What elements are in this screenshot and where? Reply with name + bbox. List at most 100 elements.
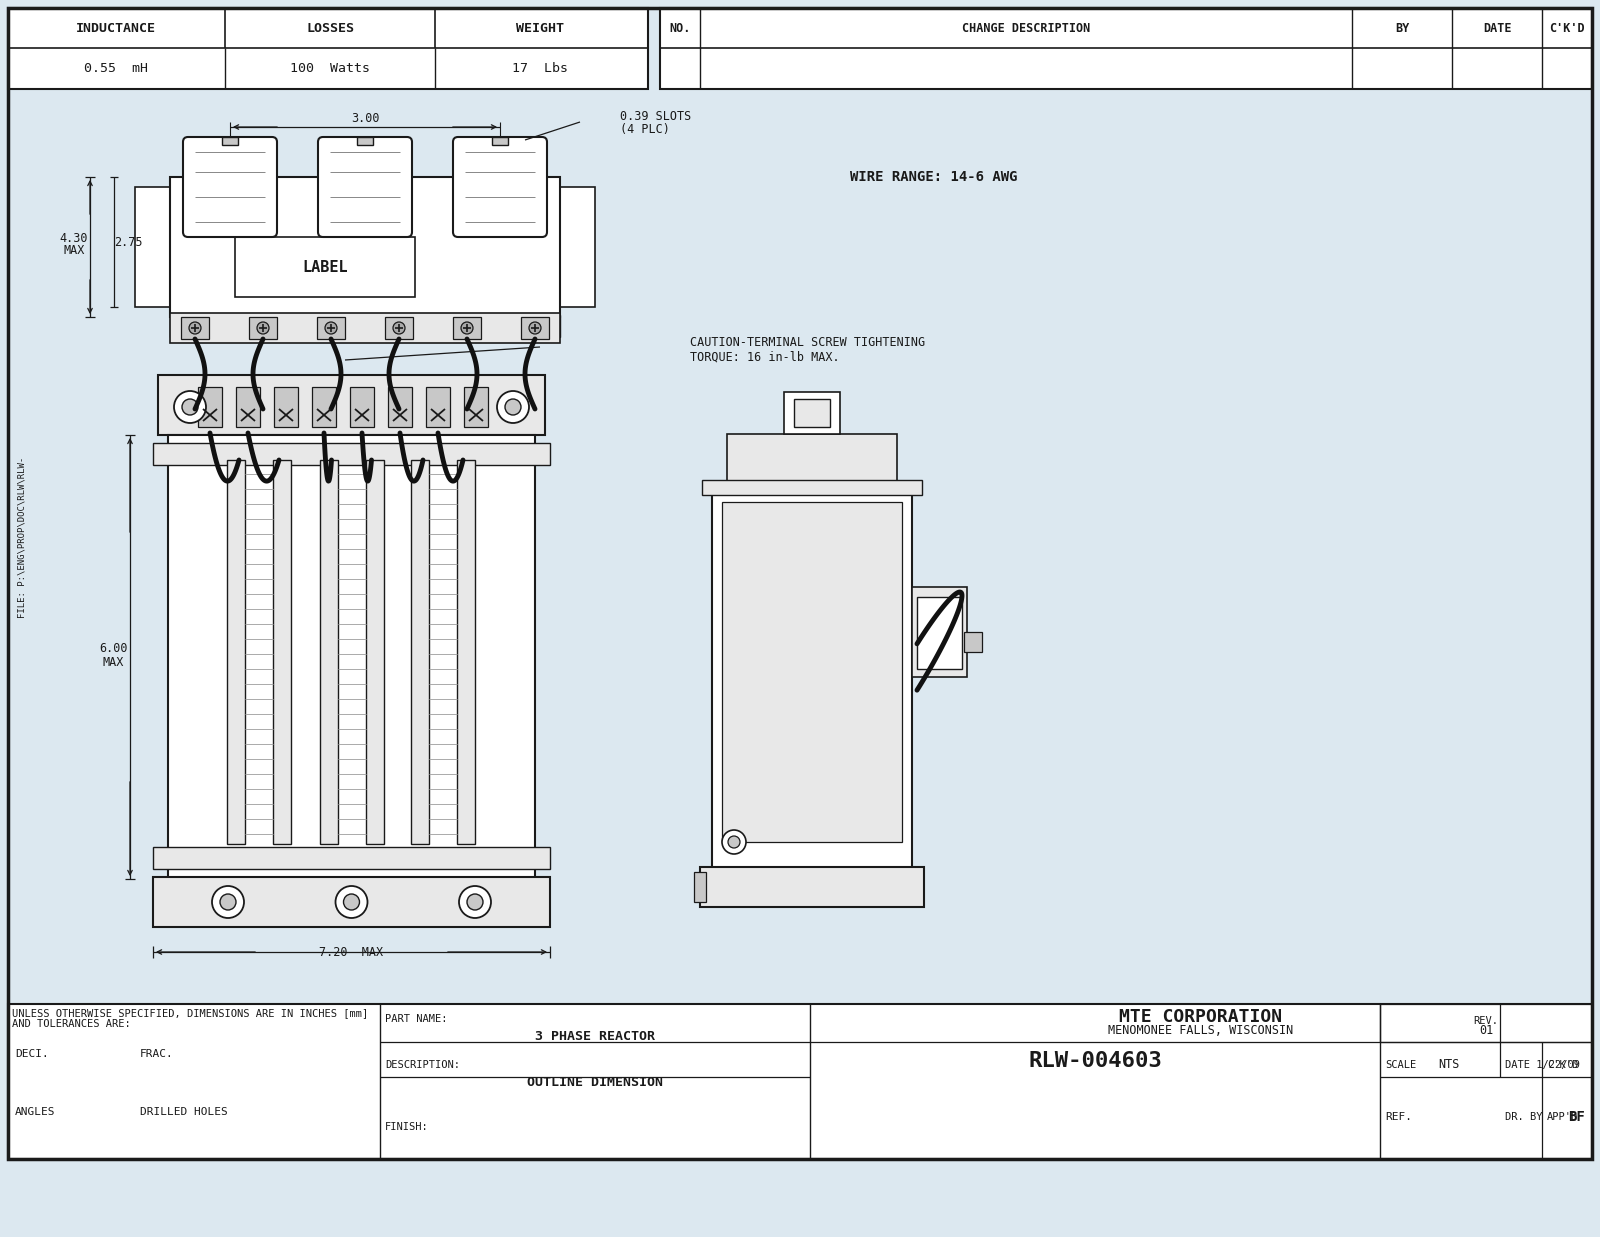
Text: ANGLES: ANGLES [14, 1107, 56, 1117]
Bar [320, 460, 338, 844]
Text: DR. BY: DR. BY [1506, 1112, 1542, 1122]
Bar [170, 313, 560, 343]
Circle shape [467, 894, 483, 910]
FancyBboxPatch shape [182, 137, 277, 238]
Bar [350, 387, 374, 427]
Bar [522, 317, 549, 339]
Circle shape [394, 322, 405, 334]
Bar [458, 460, 475, 844]
Bar [963, 632, 982, 652]
Bar [170, 315, 560, 336]
Bar [453, 317, 482, 339]
Text: 3 PHASE REACTOR: 3 PHASE REACTOR [534, 1030, 654, 1044]
Text: FINISH:: FINISH: [386, 1122, 429, 1132]
Text: SCALE: SCALE [1386, 1060, 1416, 1070]
Bar [386, 317, 413, 339]
Text: 01: 01 [1478, 1023, 1493, 1037]
Bar [493, 137, 509, 145]
FancyBboxPatch shape [453, 137, 547, 238]
Text: 2.75: 2.75 [114, 235, 142, 249]
Text: MAX: MAX [64, 245, 85, 257]
Text: OUTLINE DIMENSION: OUTLINE DIMENSION [526, 1075, 662, 1089]
Text: C'K'D: C'K'D [1547, 1060, 1578, 1070]
Circle shape [258, 322, 269, 334]
Circle shape [728, 836, 739, 849]
Text: 4.30: 4.30 [59, 233, 88, 245]
Bar [702, 480, 922, 495]
Text: TORQUE: 16 in-lb MAX.: TORQUE: 16 in-lb MAX. [690, 350, 840, 364]
Circle shape [530, 322, 541, 334]
Text: FILE: P:\ENG\PROP\DOC\RLW\RLW-: FILE: P:\ENG\PROP\DOC\RLW\RLW- [18, 456, 27, 617]
Text: DATE: DATE [1483, 21, 1512, 35]
Text: DESCRIPTION:: DESCRIPTION: [386, 1060, 461, 1070]
Bar [198, 387, 222, 427]
Bar [357, 137, 373, 145]
Circle shape [211, 886, 243, 918]
Bar [694, 872, 706, 902]
Text: NTS: NTS [1438, 1059, 1459, 1071]
Text: NO.: NO. [669, 21, 691, 35]
Bar [917, 597, 962, 669]
Bar [464, 387, 488, 427]
Bar [274, 387, 298, 427]
Text: INDUCTANCE: INDUCTANCE [77, 21, 157, 35]
Text: C'K'D: C'K'D [1549, 21, 1586, 35]
Bar [168, 435, 534, 880]
Bar [235, 238, 414, 297]
Circle shape [344, 894, 360, 910]
Text: BF: BF [1568, 1110, 1584, 1124]
Bar [227, 460, 245, 844]
Text: BY: BY [1395, 21, 1410, 35]
Text: LOSSES: LOSSES [306, 21, 354, 35]
Bar [560, 187, 595, 307]
Circle shape [498, 391, 530, 423]
Bar [365, 460, 384, 844]
Bar [237, 387, 259, 427]
Circle shape [722, 830, 746, 854]
Bar [170, 177, 560, 317]
Bar [8, 7, 648, 89]
Circle shape [336, 886, 368, 918]
Circle shape [221, 894, 237, 910]
Text: 7.20  MAX: 7.20 MAX [320, 945, 384, 959]
Bar [317, 317, 346, 339]
Text: MENOMONEE FALLS, WISCONSIN: MENOMONEE FALLS, WISCONSIN [1109, 1023, 1294, 1037]
FancyBboxPatch shape [318, 137, 413, 238]
Text: 100  Watts: 100 Watts [290, 62, 370, 75]
Text: 3.00: 3.00 [350, 111, 379, 125]
Bar [274, 460, 291, 844]
Text: WEIGHT: WEIGHT [515, 21, 563, 35]
Text: PART NAME:: PART NAME: [386, 1014, 448, 1024]
Text: 17  Lbs: 17 Lbs [512, 62, 568, 75]
Text: LABEL: LABEL [302, 260, 347, 275]
Circle shape [325, 322, 338, 334]
Text: DRILLED HOLES: DRILLED HOLES [141, 1107, 227, 1117]
Bar [134, 187, 170, 307]
Bar [1379, 1004, 1592, 1042]
Bar [712, 489, 912, 870]
Bar [722, 502, 902, 842]
Text: CAUTION-TERMINAL SCREW TIGHTENING: CAUTION-TERMINAL SCREW TIGHTENING [690, 335, 925, 349]
Bar [794, 400, 830, 427]
Bar [661, 7, 1592, 89]
Text: REF.: REF. [1386, 1112, 1413, 1122]
Text: APP'D: APP'D [1547, 1112, 1578, 1122]
Text: WIRE RANGE: 14-6 AWG: WIRE RANGE: 14-6 AWG [850, 169, 1018, 184]
Circle shape [459, 886, 491, 918]
Circle shape [189, 322, 202, 334]
Text: DECI.: DECI. [14, 1049, 48, 1059]
Bar [158, 375, 546, 435]
Bar [154, 847, 550, 870]
Text: CHANGE DESCRIPTION: CHANGE DESCRIPTION [962, 21, 1090, 35]
Bar [726, 434, 898, 489]
Text: MTE CORPORATION: MTE CORPORATION [1120, 1008, 1283, 1025]
Bar [426, 387, 450, 427]
Bar [154, 877, 550, 927]
Bar [250, 317, 277, 339]
Text: 0.55  mH: 0.55 mH [83, 62, 147, 75]
Bar [8, 1004, 1592, 1159]
Text: REV.: REV. [1474, 1016, 1499, 1025]
Bar [784, 392, 840, 434]
Text: MAX: MAX [102, 657, 123, 669]
Circle shape [182, 400, 198, 414]
